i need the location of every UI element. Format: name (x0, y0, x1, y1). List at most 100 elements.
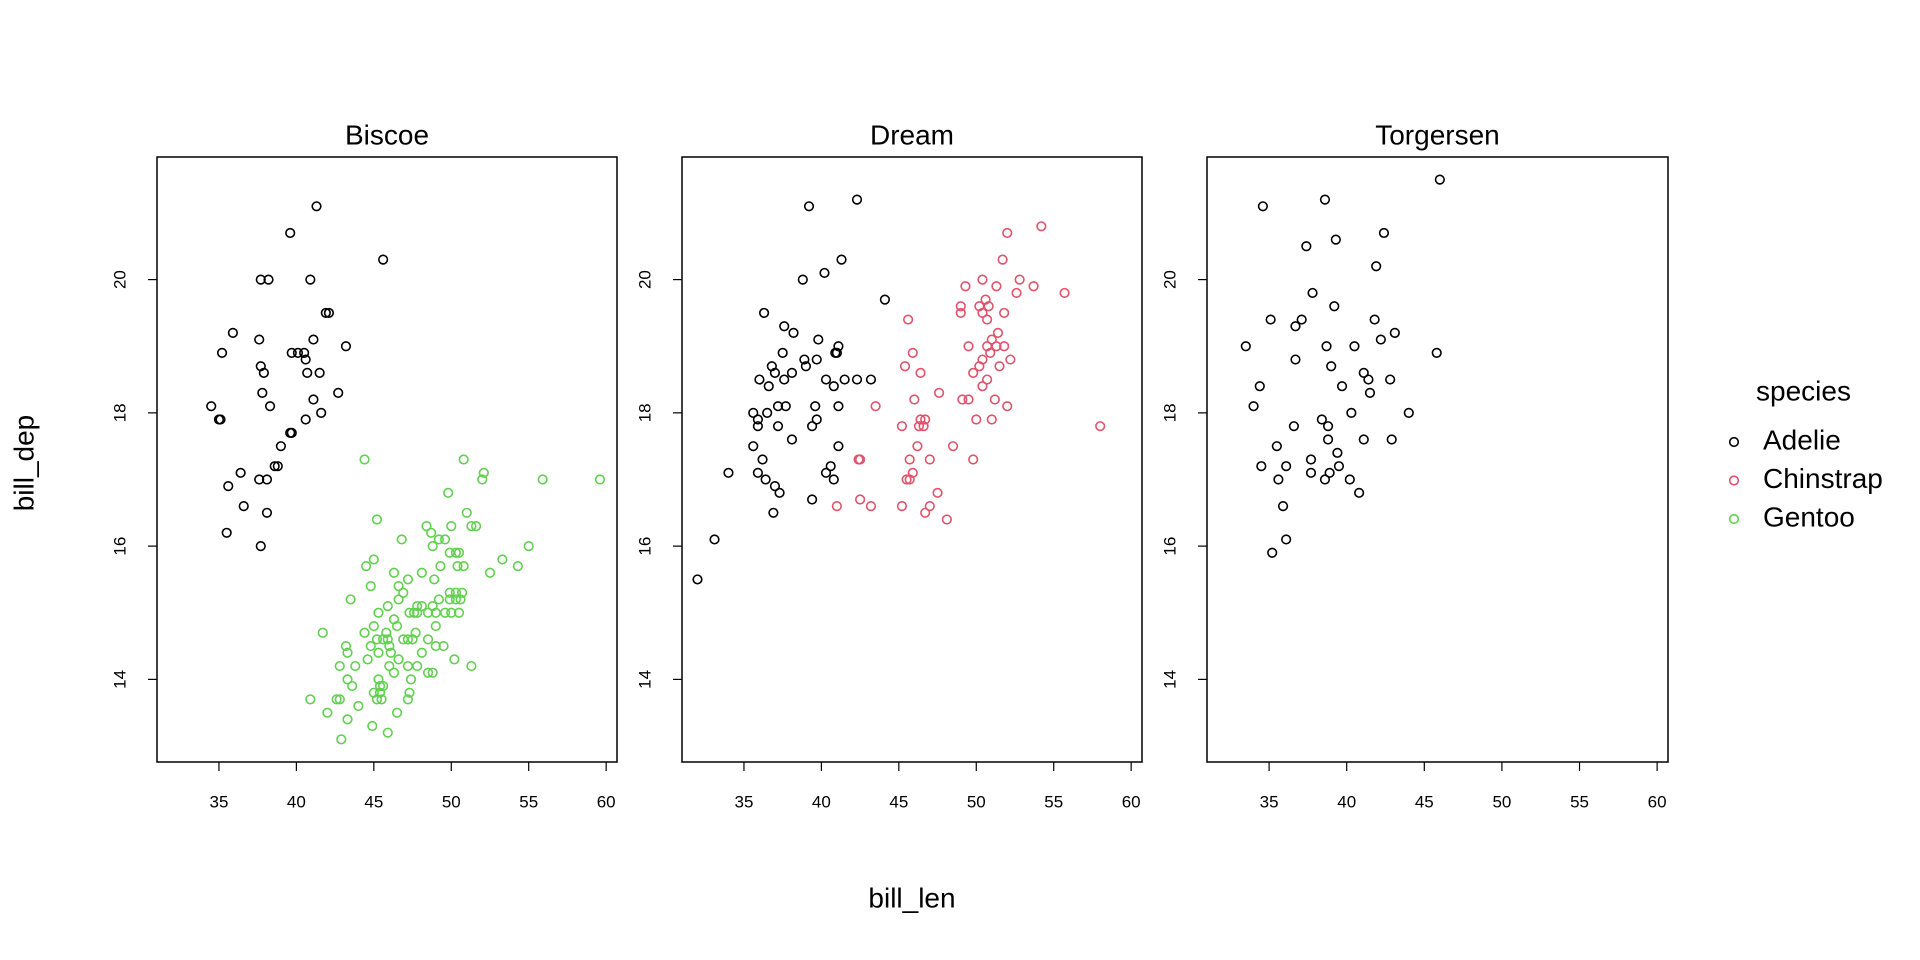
point (1290, 321, 1301, 332)
point (963, 341, 974, 352)
point (227, 327, 238, 339)
point (780, 401, 791, 412)
point (393, 580, 404, 592)
point (752, 467, 763, 478)
point (1434, 174, 1445, 185)
x-tick-label: 60 (1648, 792, 1667, 811)
point (382, 600, 393, 612)
point (769, 367, 781, 378)
point (1254, 381, 1265, 392)
point (238, 501, 249, 512)
x-tick-label: 35 (209, 792, 228, 811)
point (1363, 374, 1374, 385)
point (433, 534, 444, 545)
point (828, 474, 839, 485)
point (957, 394, 968, 405)
point (409, 607, 420, 618)
point (1329, 301, 1340, 312)
point (1301, 241, 1312, 252)
point (470, 521, 482, 532)
point (811, 354, 822, 365)
point (779, 374, 790, 385)
point (1346, 407, 1357, 418)
point (340, 341, 352, 352)
point (368, 554, 379, 565)
point (433, 594, 444, 605)
x-tick-label: 40 (812, 792, 831, 811)
point (913, 421, 925, 432)
point (1369, 314, 1380, 325)
point (758, 307, 770, 319)
y-tick-label: 20 (1160, 270, 1179, 289)
point (263, 274, 274, 285)
point (1002, 227, 1013, 239)
point (316, 407, 327, 418)
point (1375, 334, 1386, 345)
point (752, 421, 763, 432)
point (1281, 534, 1292, 545)
point (452, 561, 463, 572)
point (1095, 421, 1106, 432)
point (1322, 434, 1334, 445)
point (982, 314, 993, 325)
point (772, 421, 784, 432)
point (402, 634, 414, 645)
point (810, 401, 821, 412)
point (378, 254, 389, 265)
point (807, 421, 818, 432)
point (457, 587, 468, 598)
legend-marker (1728, 475, 1740, 486)
point (807, 494, 818, 505)
legend-marker (1728, 436, 1740, 448)
y-tick-label: 14 (110, 670, 129, 689)
point (320, 307, 331, 319)
point (446, 607, 457, 618)
point (1321, 341, 1332, 352)
point (777, 347, 788, 358)
point (594, 474, 606, 485)
point (393, 594, 404, 605)
point (373, 607, 384, 618)
point (1281, 461, 1292, 472)
point (382, 634, 393, 645)
point (384, 640, 395, 652)
point (334, 660, 345, 672)
point (1288, 421, 1300, 432)
point (692, 574, 703, 585)
point (275, 441, 287, 452)
point (412, 660, 423, 672)
panel-frame (156, 156, 618, 763)
point (763, 381, 774, 392)
point (899, 361, 911, 372)
point (322, 707, 333, 718)
point (458, 561, 469, 572)
point (331, 694, 342, 705)
point (300, 354, 311, 365)
point (896, 501, 908, 512)
point (223, 481, 234, 492)
point (300, 414, 311, 425)
x-tick-label: 45 (889, 792, 908, 811)
point (439, 607, 451, 618)
point (371, 634, 383, 645)
x-tick-label: 60 (597, 792, 616, 811)
y-tick-label: 18 (635, 403, 654, 422)
point (443, 487, 454, 498)
panel-frame (1206, 156, 1669, 763)
point (272, 461, 283, 472)
point (1378, 227, 1390, 239)
point (992, 327, 1004, 339)
point (512, 561, 523, 572)
point (1344, 474, 1355, 485)
point (760, 474, 771, 485)
point (368, 620, 379, 632)
point (896, 421, 908, 432)
point (828, 381, 839, 392)
point (416, 567, 427, 578)
point (426, 527, 437, 538)
point (373, 674, 384, 685)
point (799, 354, 810, 365)
point (909, 394, 920, 405)
point (216, 347, 228, 358)
point (1036, 221, 1047, 232)
